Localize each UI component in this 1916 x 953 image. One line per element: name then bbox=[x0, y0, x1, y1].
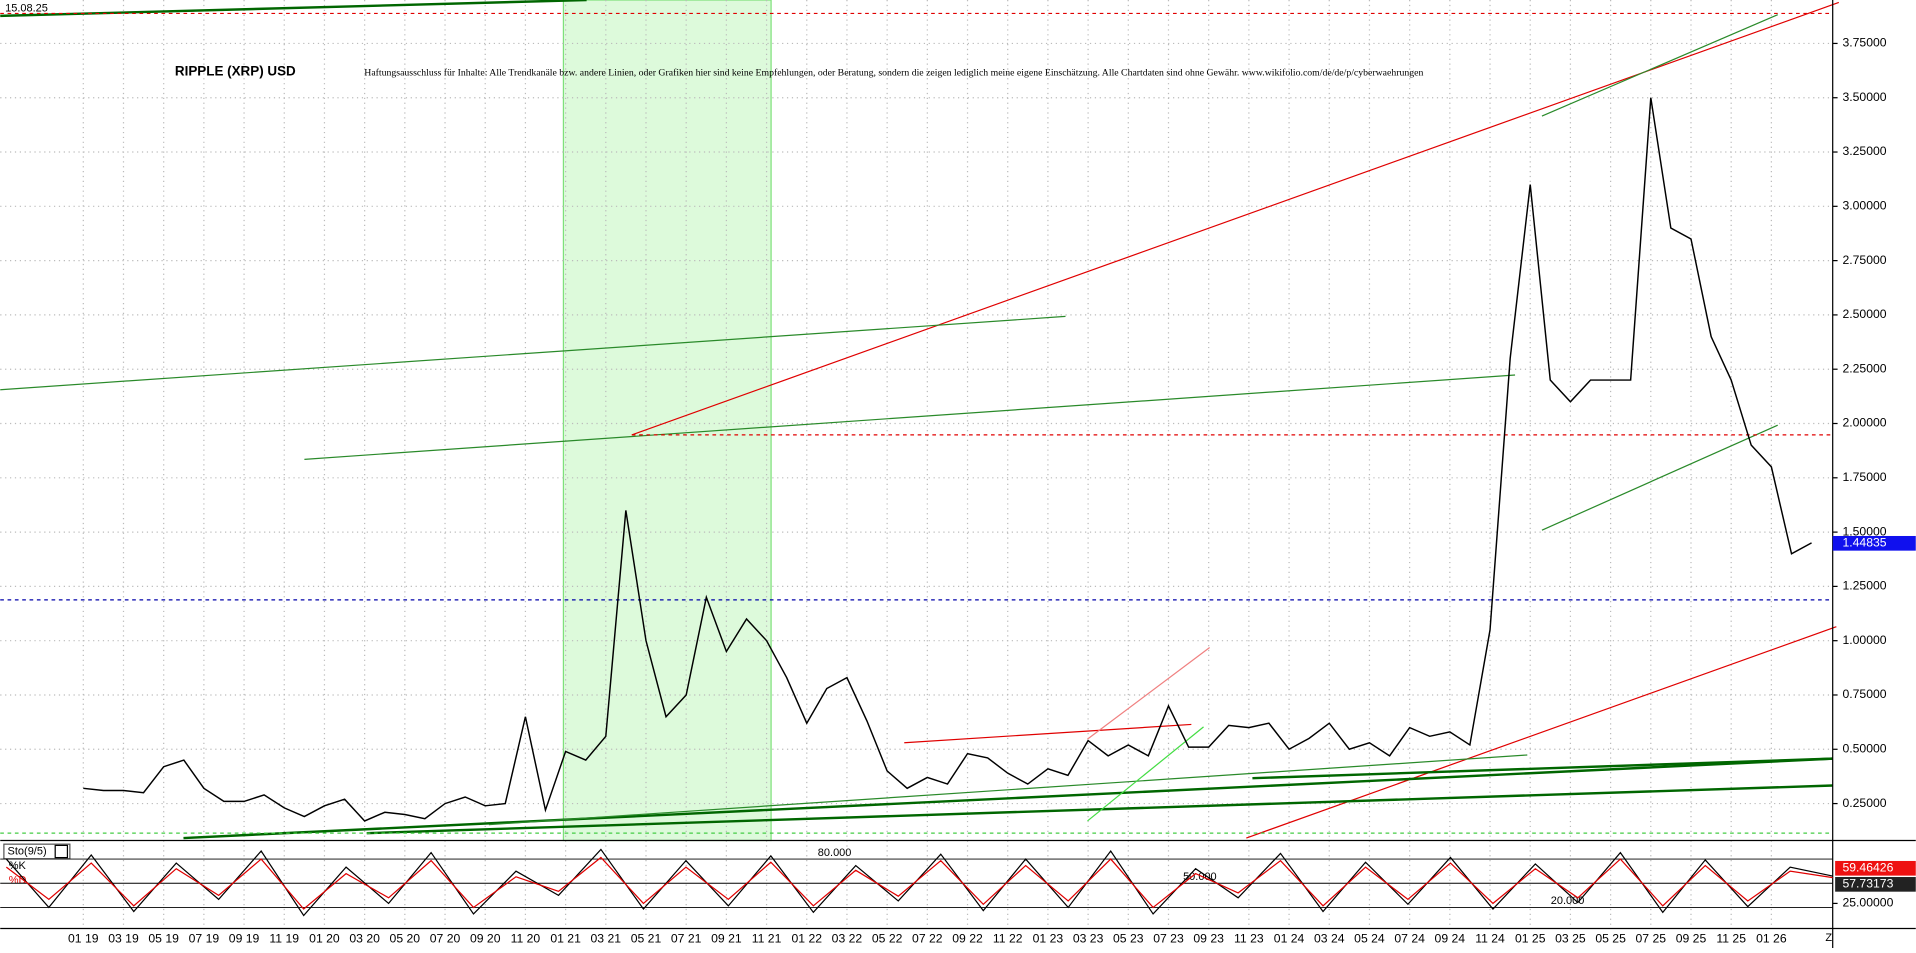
x-tick-label: 09 25 bbox=[1676, 932, 1707, 946]
zoom-button[interactable]: Z bbox=[1825, 932, 1832, 944]
x-tick-label: 05 25 bbox=[1595, 932, 1626, 946]
x-tick-label: 11 25 bbox=[1716, 932, 1746, 946]
x-tick-label: 01 19 bbox=[68, 932, 99, 946]
x-tick-label: 11 20 bbox=[511, 932, 541, 946]
x-tick-label: 05 19 bbox=[148, 932, 179, 946]
y-tick-label: 2.50000 bbox=[1842, 307, 1886, 321]
x-tick-label: 09 21 bbox=[711, 932, 742, 946]
x-tick-label: 01 25 bbox=[1515, 932, 1546, 946]
x-tick-label: 03 25 bbox=[1555, 932, 1586, 946]
stochastic-line bbox=[5, 856, 1833, 910]
highlight-band bbox=[562, 0, 772, 842]
y-tick-label: 0.50000 bbox=[1842, 741, 1886, 755]
add-button[interactable] bbox=[54, 844, 69, 859]
legend-k: %K bbox=[9, 860, 27, 872]
indicator-title: Sto(9/5) bbox=[8, 845, 47, 857]
y-tick-label: 3.75000 bbox=[1842, 36, 1886, 50]
x-tick-label: 01 20 bbox=[309, 932, 340, 946]
value-marker bbox=[1835, 860, 1916, 876]
x-tick-label: 07 21 bbox=[671, 932, 702, 946]
x-tick-label: 11 19 bbox=[269, 932, 299, 946]
x-tick-label: 01 26 bbox=[1756, 932, 1787, 946]
y-tick-label: 3.50000 bbox=[1842, 90, 1886, 104]
trend-lines bbox=[0, 0, 1840, 840]
x-tick-label: 07 22 bbox=[912, 932, 943, 946]
x-tick-label: 07 20 bbox=[430, 932, 461, 946]
x-tick-label: 05 23 bbox=[1113, 932, 1144, 946]
x-tick-label: 05 22 bbox=[872, 932, 903, 946]
x-tick-label: 09 20 bbox=[470, 932, 501, 946]
x-tick-label: 03 24 bbox=[1314, 932, 1345, 946]
price-label: 1.44835 bbox=[1842, 536, 1886, 550]
x-tick-label: 05 24 bbox=[1354, 932, 1385, 946]
x-tick-label: 11 23 bbox=[1234, 932, 1264, 946]
y-tick-label: 2.25000 bbox=[1842, 361, 1886, 375]
x-tick-label: 07 19 bbox=[189, 932, 220, 946]
x-tick-label: 03 21 bbox=[591, 932, 622, 946]
y-tick-label: 2.75000 bbox=[1842, 253, 1886, 267]
indicator-tick-label: 25.00000 bbox=[1842, 896, 1893, 910]
price-marker bbox=[1832, 535, 1916, 551]
x-tick-label: 03 20 bbox=[349, 932, 380, 946]
level-label: 80.000 bbox=[818, 847, 852, 859]
x-tick-label: 11 21 bbox=[752, 932, 782, 946]
x-tick-label: 07 23 bbox=[1153, 932, 1184, 946]
x-tick-label: 01 21 bbox=[550, 932, 581, 946]
y-tick-label: 3.00000 bbox=[1842, 199, 1886, 213]
y-tick-label: 2.00000 bbox=[1842, 416, 1886, 430]
y-tick-label: 0.25000 bbox=[1842, 796, 1886, 810]
y-tick-label: 1.75000 bbox=[1842, 470, 1886, 484]
x-tick-label: 11 22 bbox=[993, 932, 1023, 946]
stochastic-line bbox=[5, 848, 1833, 917]
y-tick-label: 3.25000 bbox=[1842, 144, 1886, 158]
y-tick-label: 1.25000 bbox=[1842, 579, 1886, 593]
x-tick-label: 05 20 bbox=[390, 932, 421, 946]
x-tick-label: 11 24 bbox=[1475, 932, 1505, 946]
timestamp: 15.08.25 bbox=[5, 2, 48, 14]
value-label: 59.46426 bbox=[1842, 861, 1893, 875]
chart-title: RIPPLE (XRP) USD bbox=[175, 64, 296, 79]
x-tick-label: 01 23 bbox=[1033, 932, 1064, 946]
x-tick-label: 09 23 bbox=[1193, 932, 1224, 946]
disclaimer: Haftungsausschluss für Inhalte: Alle Tre… bbox=[364, 68, 1423, 79]
level-label: 20.000 bbox=[1551, 895, 1585, 907]
price-line bbox=[83, 97, 1812, 822]
x-tick-label: 09 19 bbox=[229, 932, 260, 946]
value-label: 57.73173 bbox=[1842, 877, 1893, 891]
x-tick-label: 07 24 bbox=[1394, 932, 1425, 946]
y-tick-label: 1.50000 bbox=[1842, 524, 1886, 538]
x-tick-label: 03 23 bbox=[1073, 932, 1104, 946]
x-tick-label: 03 22 bbox=[832, 932, 863, 946]
y-tick-label: 1.00000 bbox=[1842, 633, 1886, 647]
x-tick-label: 05 21 bbox=[631, 932, 662, 946]
y-tick-label: 0.75000 bbox=[1842, 687, 1886, 701]
value-marker bbox=[1835, 877, 1916, 892]
level-label: 50.000 bbox=[1183, 871, 1217, 883]
x-tick-label: 03 19 bbox=[108, 932, 139, 946]
x-tick-label: 01 24 bbox=[1274, 932, 1305, 946]
x-tick-label: 07 25 bbox=[1636, 932, 1667, 946]
x-tick-label: 09 24 bbox=[1435, 932, 1466, 946]
x-tick-label: 01 22 bbox=[791, 932, 822, 946]
x-tick-label: 09 22 bbox=[952, 932, 983, 946]
